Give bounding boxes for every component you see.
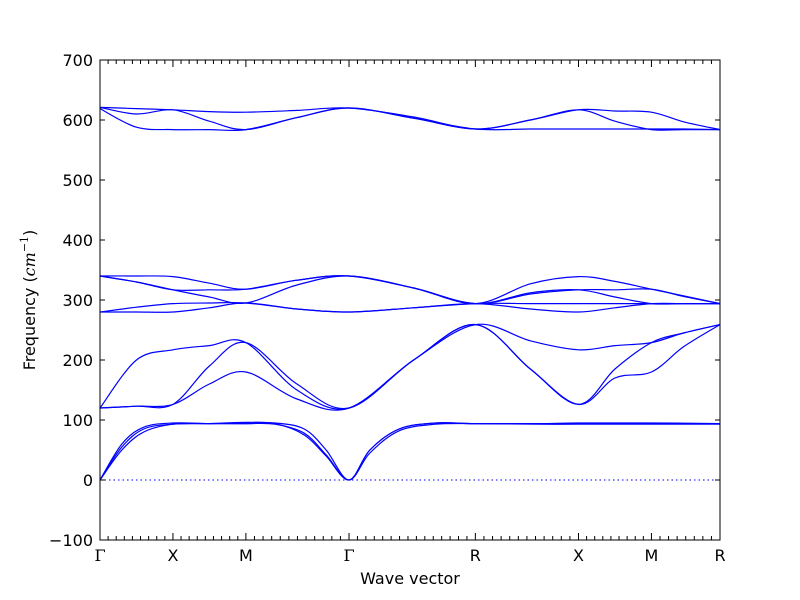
y-axis-label-unit: cm: [20, 252, 39, 276]
series-line-1: [99, 106, 721, 131]
series-line-9: [99, 323, 721, 410]
x-tick-label: R: [470, 546, 481, 565]
series-line-7: [99, 301, 720, 313]
y-tick-label: 400: [62, 231, 93, 250]
x-tick-label: X: [573, 546, 584, 565]
x-axis-label: Wave vector: [360, 569, 460, 588]
series-line-13: [99, 421, 720, 481]
x-tick-label: M: [645, 546, 659, 565]
y-tick-label: 200: [62, 351, 93, 370]
y-tick-label: 0: [83, 471, 93, 490]
y-tick-label: 100: [62, 411, 93, 430]
y-axis-label-close: ): [20, 230, 39, 236]
y-axis-label-exponent: −1: [18, 236, 31, 252]
y-tick-label: 500: [62, 171, 93, 190]
series-line-11: [99, 323, 721, 411]
y-tick-label: 300: [62, 291, 93, 310]
y-tick-label: 700: [62, 51, 93, 70]
x-tick-label: R: [714, 546, 725, 565]
series-line-8: [99, 302, 720, 313]
y-tick-label: −100: [49, 531, 93, 550]
x-tick-label: M: [239, 546, 253, 565]
y-axis-label-text: Frequency (: [20, 276, 39, 370]
series-line-14: [99, 422, 720, 481]
y-axis-label: Frequency (cm−1): [18, 230, 39, 371]
y-tick-label: 600: [62, 111, 93, 130]
series-line-3: [99, 107, 721, 132]
series-line-12: [99, 422, 721, 481]
series-line-10: [99, 323, 721, 410]
x-tick-label: X: [167, 546, 178, 565]
tick-label-layer: −100 0 100 200 300 400 500 600 700 Γ X M Γ R X M R: [49, 51, 726, 565]
plot-frame: [99, 59, 721, 541]
series-layer: [99, 106, 721, 481]
x-tick-label: Γ: [94, 546, 105, 565]
x-tick-label: Γ: [343, 546, 354, 565]
series-line-6: [99, 275, 720, 305]
